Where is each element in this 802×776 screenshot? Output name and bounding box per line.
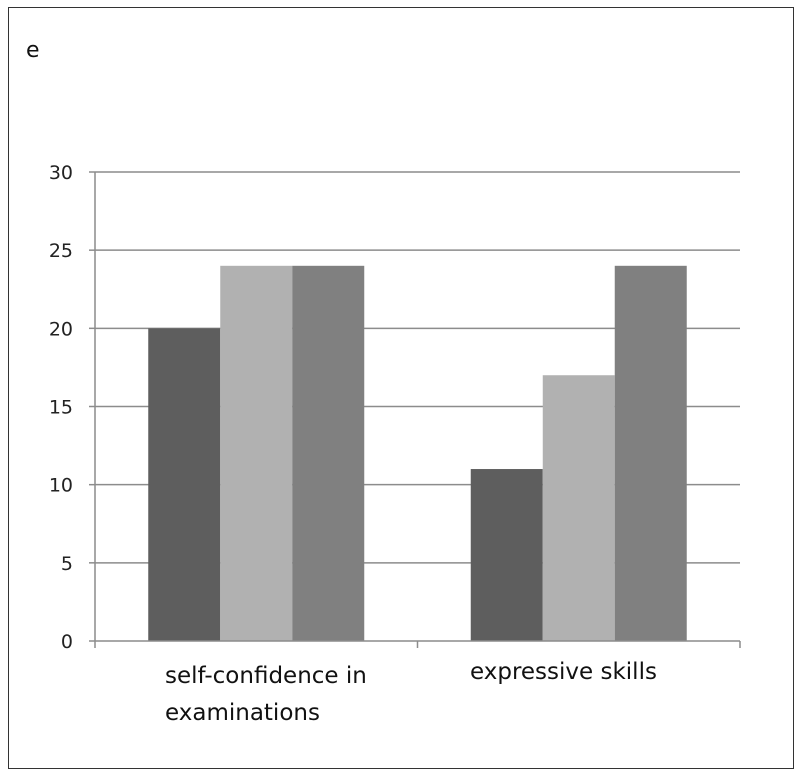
x-category-labels: self-confidence in examinations expressive… — [165, 659, 657, 726]
y-tick-label: 20 — [49, 318, 73, 340]
y-tick-labels: 0 5 10 15 20 25 30 — [49, 162, 73, 653]
bars — [148, 265, 687, 641]
y-tick-label: 10 — [49, 475, 73, 497]
y-tick-label: 0 — [61, 631, 73, 653]
bar — [614, 265, 687, 641]
y-tick-label: 30 — [49, 162, 73, 184]
axes — [89, 171, 741, 648]
y-tick-label: 15 — [49, 397, 73, 419]
y-tick-label: 25 — [49, 240, 73, 262]
bar — [542, 375, 615, 641]
bar — [220, 265, 293, 641]
bar — [292, 265, 365, 641]
bar — [470, 469, 543, 641]
x-category-label: expressive skills — [470, 659, 657, 685]
panel-label: e — [26, 38, 40, 63]
x-category-label: self-confidence in — [165, 663, 367, 689]
x-category-label: examinations — [165, 700, 320, 726]
y-tick-label: 5 — [61, 553, 73, 575]
bar — [148, 328, 221, 641]
